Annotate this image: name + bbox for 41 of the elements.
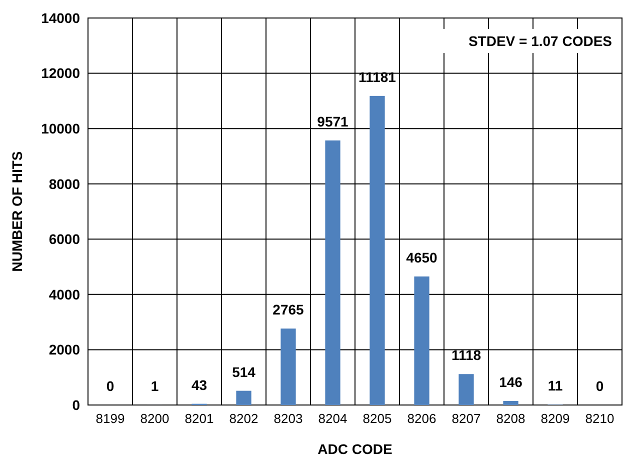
bar [370,96,385,405]
bar [503,400,518,405]
y-axis-title: NUMBER OF HITS [9,151,25,272]
y-tick-label: 0 [72,396,80,413]
bar [458,374,474,405]
x-tick-label: 8208 [496,411,526,426]
data-label: 11 [548,378,563,394]
x-tick-label: 8204 [318,411,348,426]
y-tick-label: 2000 [48,342,80,358]
x-tick-label: 8206 [407,411,436,426]
bar [414,276,430,405]
data-label: 0 [106,378,114,394]
x-tick-label: 8205 [362,411,392,426]
bar [325,140,340,405]
x-tick-label: 8202 [229,411,258,426]
annotation: STDEV = 1.07 CODES [468,33,612,49]
bar [236,390,252,405]
data-label: 2765 [272,302,304,318]
data-label: 514 [232,364,256,380]
data-label: 1118 [451,347,482,364]
x-tick-label: 8207 [452,411,481,426]
x-tick-label: 8200 [140,411,170,426]
y-tick-label: 14000 [41,10,80,26]
data-label: 1 [150,378,159,394]
y-tick-label: 10000 [41,120,80,136]
bar [280,328,296,405]
data-label: 9571 [317,113,349,130]
data-label: 0 [596,378,604,394]
data-label: 146 [499,374,523,390]
data-label: 43 [191,376,208,393]
x-tick-label: 8209 [540,411,570,426]
y-tick-label: 6000 [48,231,80,248]
data-label: 4650 [406,249,438,266]
x-tick-label: 8201 [184,411,214,426]
y-tick-label: 8000 [48,176,80,192]
x-tick-label: 8203 [274,411,303,426]
x-tick-label: 8199 [96,411,125,426]
y-tick-label: 12000 [41,65,80,82]
x-axis-title: ADC CODE [318,441,392,457]
x-tick-label: 8210 [585,411,614,426]
y-tick-label: 4000 [48,286,80,302]
